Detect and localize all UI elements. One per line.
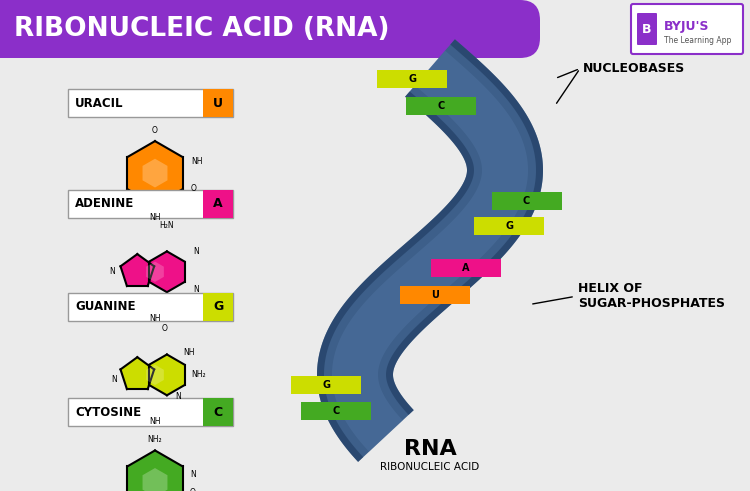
Text: A: A	[462, 263, 470, 273]
Text: NH₂: NH₂	[148, 436, 162, 444]
Text: C: C	[214, 406, 223, 419]
Text: B: B	[642, 23, 652, 35]
Text: BYJU'S: BYJU'S	[664, 20, 710, 32]
Text: G: G	[408, 74, 416, 83]
Polygon shape	[386, 39, 543, 415]
Text: RIBONUCLEIC ACID (RNA): RIBONUCLEIC ACID (RNA)	[14, 16, 389, 42]
Bar	[291, 377, 361, 394]
Text: N: N	[193, 247, 199, 256]
Text: U: U	[431, 290, 439, 300]
Text: NUCLEOBASES: NUCLEOBASES	[583, 62, 686, 75]
Text: N: N	[193, 285, 199, 294]
Bar	[203, 190, 233, 218]
Polygon shape	[146, 365, 164, 385]
Text: C: C	[333, 406, 340, 416]
Polygon shape	[149, 355, 184, 395]
Polygon shape	[317, 91, 474, 462]
Bar	[377, 70, 447, 87]
Bar	[68, 398, 233, 427]
Text: RIBONUCLEIC ACID: RIBONUCLEIC ACID	[380, 462, 480, 472]
Bar	[400, 286, 470, 303]
Text: C: C	[437, 101, 445, 110]
Text: G: G	[322, 381, 330, 390]
Text: A: A	[213, 197, 223, 210]
Text: N: N	[111, 376, 117, 384]
Text: CYTOSINE: CYTOSINE	[75, 406, 141, 419]
FancyBboxPatch shape	[631, 4, 743, 54]
Polygon shape	[149, 251, 184, 292]
Text: O: O	[191, 184, 196, 192]
Polygon shape	[317, 39, 543, 462]
Bar	[491, 192, 562, 210]
Bar	[203, 398, 233, 427]
Polygon shape	[332, 51, 528, 452]
Polygon shape	[121, 357, 154, 389]
Text: O: O	[162, 324, 168, 333]
Bar	[430, 259, 500, 276]
Bar	[203, 293, 233, 321]
Polygon shape	[146, 262, 164, 282]
Text: O: O	[190, 488, 196, 491]
Text: NH: NH	[183, 349, 194, 357]
Polygon shape	[142, 468, 167, 491]
Text: C: C	[523, 196, 530, 206]
Text: The Learning App: The Learning App	[664, 35, 731, 45]
Text: U: U	[213, 97, 223, 109]
Polygon shape	[128, 141, 183, 205]
Text: G: G	[505, 221, 513, 231]
Bar	[68, 89, 233, 117]
Text: N: N	[110, 267, 115, 276]
Text: NH: NH	[191, 157, 202, 165]
Text: URACIL: URACIL	[75, 97, 124, 109]
Text: G: G	[213, 300, 223, 313]
FancyBboxPatch shape	[637, 13, 657, 45]
Text: RNA: RNA	[404, 439, 456, 459]
Polygon shape	[142, 159, 167, 188]
Text: ADENINE: ADENINE	[75, 197, 134, 210]
Text: NH₂: NH₂	[191, 370, 206, 380]
FancyBboxPatch shape	[460, 0, 540, 58]
Text: N: N	[175, 392, 181, 401]
Text: NH: NH	[149, 213, 160, 222]
Bar	[68, 190, 233, 218]
Bar	[474, 217, 544, 235]
Bar	[203, 89, 233, 117]
Text: GUANINE: GUANINE	[75, 300, 136, 313]
Bar	[0, 0, 520, 58]
Bar	[302, 402, 371, 420]
Text: NH: NH	[149, 314, 160, 323]
Text: H₂N: H₂N	[160, 221, 174, 230]
Polygon shape	[121, 254, 154, 286]
Polygon shape	[128, 450, 183, 491]
Bar	[68, 293, 233, 321]
Text: N: N	[190, 470, 196, 479]
Text: HELIX OF
SUGAR-PHOSPHATES: HELIX OF SUGAR-PHOSPHATES	[578, 282, 725, 310]
Text: NH: NH	[149, 417, 160, 426]
Text: O: O	[152, 126, 158, 135]
Bar	[406, 97, 476, 114]
